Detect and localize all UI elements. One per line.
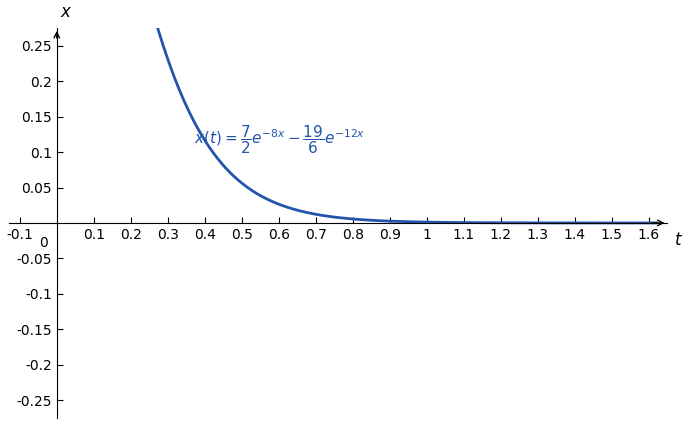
Text: 0: 0 bbox=[39, 236, 47, 250]
Text: $x(t) = \dfrac{7}{2}e^{-8x} - \dfrac{19}{6}e^{-12x}$: $x(t) = \dfrac{7}{2}e^{-8x} - \dfrac{19}… bbox=[194, 123, 365, 156]
Text: t: t bbox=[675, 231, 681, 249]
Text: x: x bbox=[60, 3, 70, 21]
